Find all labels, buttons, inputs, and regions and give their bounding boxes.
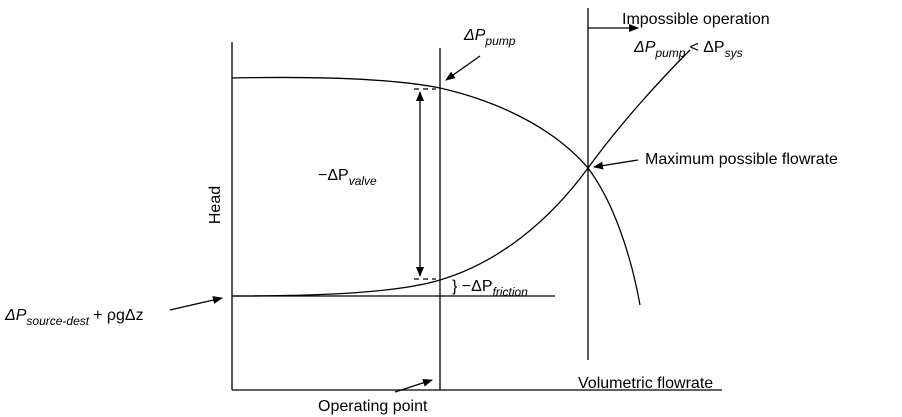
label: } −ΔPfriction bbox=[452, 278, 528, 299]
arrow bbox=[169, 296, 223, 311]
label-sub: friction bbox=[493, 285, 529, 299]
label-text: ΔP bbox=[4, 307, 27, 324]
label-text: + ρgΔz bbox=[93, 307, 143, 324]
label: Maximum possible flowrate bbox=[645, 151, 838, 168]
pump-curve bbox=[231, 76, 641, 306]
label: ΔPpump bbox=[463, 27, 516, 48]
label-text: −ΔP bbox=[318, 167, 349, 184]
arrow bbox=[394, 378, 433, 393]
label-text: } −ΔP bbox=[452, 278, 493, 295]
label-sub: valve bbox=[349, 174, 377, 188]
arrow bbox=[593, 159, 639, 170]
label-text: ΔP bbox=[633, 39, 656, 56]
arrow bbox=[445, 55, 481, 81]
system-curve bbox=[231, 49, 691, 297]
y-axis-label: Head bbox=[207, 186, 224, 224]
label: −ΔPvalve bbox=[318, 167, 377, 188]
label: ΔPpump < ΔPsys bbox=[633, 39, 743, 60]
label-sub: pump bbox=[654, 46, 685, 60]
label-sub: sys bbox=[725, 46, 743, 60]
label: ΔPsource-dest + ρgΔz bbox=[4, 307, 144, 328]
label: Operating point bbox=[318, 398, 428, 415]
label: Impossible operation bbox=[622, 11, 770, 28]
label-sub: pump bbox=[484, 34, 515, 48]
x-axis-label: Volumetric flowrate bbox=[578, 375, 713, 392]
label-sub: source-dest bbox=[26, 314, 89, 328]
label-text: ΔP bbox=[463, 27, 486, 44]
label-text: < ΔP bbox=[689, 39, 724, 56]
